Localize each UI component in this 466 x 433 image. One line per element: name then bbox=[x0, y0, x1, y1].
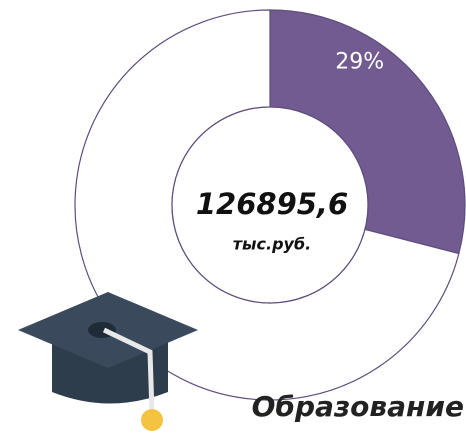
center-unit: тыс.руб. bbox=[233, 235, 311, 254]
category-label: Образование bbox=[252, 390, 464, 423]
data-label: 29% bbox=[335, 49, 384, 74]
center-value: 126895,6 bbox=[196, 187, 348, 221]
inner-circle bbox=[171, 106, 369, 304]
graduation-cap-icon bbox=[18, 292, 198, 431]
